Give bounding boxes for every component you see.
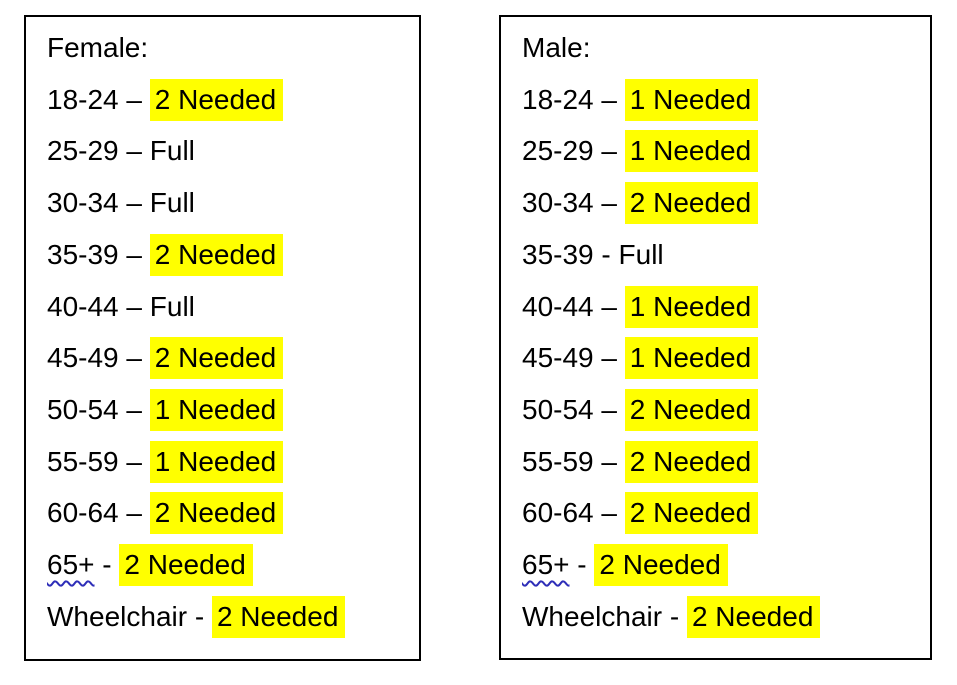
- age-group-label: Wheelchair: [47, 600, 188, 632]
- age-group-label: 65+: [47, 549, 95, 581]
- age-group-label: 50-54: [47, 393, 119, 425]
- female-availability-panel: Female: 18-24 – 2 Needed 25-29 – Full 30-3…: [24, 15, 421, 661]
- age-group-label: 25-29: [522, 135, 594, 167]
- availability-row: 35-39 – 2 Needed: [47, 229, 411, 281]
- availability-row: 65+ - 2 Needed: [47, 539, 411, 591]
- separator-dash: –: [118, 393, 150, 425]
- availability-row: 45-49 – 1 Needed: [522, 332, 922, 384]
- slots-needed-value: 2 Needed: [149, 492, 284, 535]
- separator-dash: –: [593, 497, 625, 529]
- slots-needed-value: 2 Needed: [624, 388, 759, 431]
- slots-needed-value: 2 Needed: [149, 78, 284, 121]
- availability-row: 50-54 – 2 Needed: [522, 384, 922, 436]
- separator-dash: –: [593, 187, 625, 219]
- age-group-label: 65+: [522, 549, 570, 581]
- age-group-label: 25-29: [47, 135, 119, 167]
- age-group-label: Wheelchair: [522, 600, 663, 632]
- separator-dash: –: [118, 445, 150, 477]
- separator-dash: –: [118, 187, 150, 219]
- age-group-label: 30-34: [522, 187, 594, 219]
- availability-row: 25-29 – Full: [47, 125, 411, 177]
- separator-dash: –: [593, 290, 625, 322]
- separator-dash: –: [118, 135, 150, 167]
- slots-needed-value: 1 Needed: [624, 78, 759, 121]
- age-group-label: 55-59: [47, 445, 119, 477]
- slots-needed-value: 1 Needed: [624, 337, 759, 380]
- slots-needed-value: 2 Needed: [149, 233, 284, 276]
- availability-row: 30-34 – 2 Needed: [522, 177, 922, 229]
- availability-row: 18-24 – 2 Needed: [47, 74, 411, 126]
- age-group-label: 50-54: [522, 393, 594, 425]
- panel-title: Male:: [522, 32, 591, 63]
- separator-dash: –: [593, 83, 625, 115]
- separator-dash: -: [94, 549, 120, 581]
- age-group-label: 45-49: [47, 342, 119, 374]
- separator-dash: –: [118, 497, 150, 529]
- slots-needed-value: 2 Needed: [624, 182, 759, 225]
- separator-dash: –: [118, 342, 150, 374]
- slots-needed-value: 2 Needed: [594, 544, 728, 587]
- availability-row: Wheelchair - 2 Needed: [522, 591, 922, 643]
- age-group-label: 55-59: [522, 445, 594, 477]
- age-group-label: 45-49: [522, 342, 594, 374]
- slots-full-value: Full: [149, 290, 195, 322]
- separator-dash: –: [593, 135, 625, 167]
- slots-needed-value: 1 Needed: [149, 440, 284, 483]
- separator-dash: –: [593, 393, 625, 425]
- availability-row: 50-54 – 1 Needed: [47, 384, 411, 436]
- availability-row: 25-29 – 1 Needed: [522, 125, 922, 177]
- age-group-label: 35-39: [522, 238, 594, 270]
- age-group-label: 60-64: [522, 497, 594, 529]
- separator-dash: -: [187, 600, 212, 632]
- age-group-label: 30-34: [47, 187, 119, 219]
- slots-needed-value: 1 Needed: [149, 388, 284, 431]
- age-group-label: 40-44: [522, 290, 594, 322]
- male-availability-panel: Male: 18-24 – 1 Needed 25-29 – 1 Needed 30…: [499, 15, 932, 660]
- panel-title: Female:: [47, 32, 149, 63]
- availability-row: 18-24 – 1 Needed: [522, 74, 922, 126]
- slots-full-value: Full: [149, 187, 195, 219]
- separator-dash: –: [593, 342, 625, 374]
- age-group-label: 35-39: [47, 238, 119, 270]
- availability-row: 60-64 – 2 Needed: [47, 487, 411, 539]
- availability-row: 55-59 – 2 Needed: [522, 436, 922, 488]
- age-group-label: 40-44: [47, 290, 119, 322]
- availability-row: 65+ - 2 Needed: [522, 539, 922, 591]
- separator-dash: -: [593, 238, 619, 270]
- separator-dash: –: [118, 83, 150, 115]
- age-group-label: 18-24: [47, 83, 119, 115]
- age-group-label: 18-24: [522, 83, 594, 115]
- slots-needed-value: 2 Needed: [119, 544, 253, 587]
- availability-row: 40-44 – Full: [47, 281, 411, 333]
- slots-needed-value: 1 Needed: [624, 285, 759, 328]
- availability-row: 30-34 – Full: [47, 177, 411, 229]
- slots-needed-value: 2 Needed: [624, 440, 759, 483]
- separator-dash: –: [118, 290, 150, 322]
- availability-row: 45-49 – 2 Needed: [47, 332, 411, 384]
- slots-full-value: Full: [149, 135, 195, 167]
- separator-dash: –: [118, 238, 150, 270]
- availability-row: 35-39 - Full: [522, 229, 922, 281]
- separator-dash: –: [593, 445, 625, 477]
- availability-row: 55-59 – 1 Needed: [47, 436, 411, 488]
- slots-full-value: Full: [618, 238, 664, 270]
- availability-row: Wheelchair - 2 Needed: [47, 591, 411, 643]
- slots-needed-value: 1 Needed: [624, 130, 759, 173]
- slots-needed-value: 2 Needed: [211, 595, 346, 638]
- slots-needed-value: 2 Needed: [149, 337, 284, 380]
- slots-needed-value: 2 Needed: [686, 595, 821, 638]
- separator-dash: -: [662, 600, 687, 632]
- age-group-label: 60-64: [47, 497, 119, 529]
- availability-row: 40-44 – 1 Needed: [522, 281, 922, 333]
- slots-needed-value: 2 Needed: [624, 492, 759, 535]
- availability-row: 60-64 – 2 Needed: [522, 487, 922, 539]
- separator-dash: -: [569, 549, 595, 581]
